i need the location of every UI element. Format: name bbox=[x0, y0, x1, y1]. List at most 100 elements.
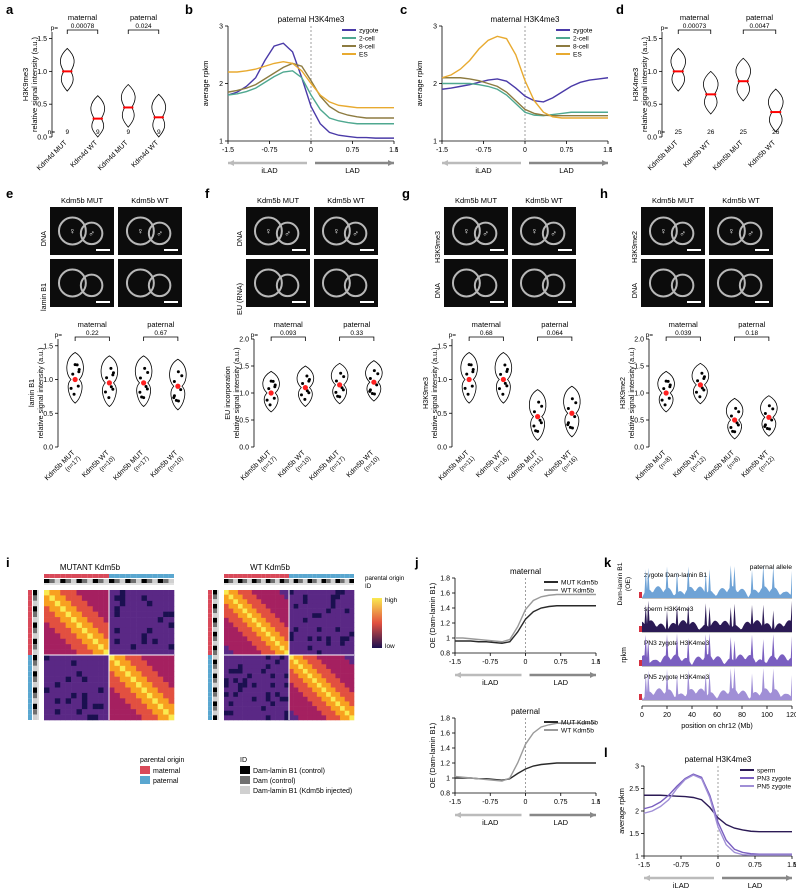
svg-text:H3K9me2: H3K9me2 bbox=[630, 231, 639, 263]
svg-text:paternal: paternal bbox=[130, 13, 157, 22]
panel-l-label: l bbox=[604, 745, 608, 760]
svg-text:0.0: 0.0 bbox=[239, 445, 249, 452]
svg-text:paternal: paternal bbox=[746, 13, 773, 22]
svg-text:0.8: 0.8 bbox=[440, 651, 450, 658]
svg-text:1: 1 bbox=[219, 139, 223, 146]
svg-text:♀: ♀ bbox=[531, 226, 538, 236]
svg-text:p=: p= bbox=[51, 25, 59, 32]
svg-text:♀: ♀ bbox=[265, 226, 272, 236]
svg-text:Mb: Mb bbox=[597, 659, 600, 666]
svg-text:high: high bbox=[385, 597, 398, 604]
panel-i: MUTANT Kdm5bWT Kdm5bparental originIDhig… bbox=[20, 562, 410, 882]
svg-text:iLAD: iLAD bbox=[482, 678, 499, 687]
svg-text:1.8: 1.8 bbox=[440, 576, 450, 583]
panel-e: Kdm5b MUTKdm5b WTDNA♀♂♀♂lamin B10.00.51.… bbox=[24, 195, 199, 545]
svg-text:♀: ♀ bbox=[728, 226, 735, 236]
svg-text:LAD: LAD bbox=[559, 166, 574, 175]
svg-text:H3K9me3: H3K9me3 bbox=[21, 68, 30, 101]
svg-text:2: 2 bbox=[635, 809, 639, 816]
svg-text:3: 3 bbox=[635, 764, 639, 771]
svg-text:-1.5: -1.5 bbox=[449, 659, 461, 666]
svg-text:9: 9 bbox=[96, 129, 100, 136]
svg-text:relative signal intensity (a.u: relative signal intensity (a.u.) bbox=[640, 36, 649, 132]
svg-text:relative signal intensity (a.u: relative signal intensity (a.u.) bbox=[30, 36, 39, 132]
svg-text:Dam-lamin B1 (Kdm5b injected): Dam-lamin B1 (Kdm5b injected) bbox=[253, 788, 352, 795]
panel-j-label: j bbox=[415, 555, 419, 570]
svg-text:-0.75: -0.75 bbox=[482, 799, 498, 806]
svg-text:1: 1 bbox=[433, 139, 437, 146]
svg-text:0.00073: 0.00073 bbox=[683, 23, 707, 30]
svg-text:p=: p= bbox=[646, 332, 654, 339]
svg-text:0.33: 0.33 bbox=[350, 330, 363, 337]
svg-text:DNA: DNA bbox=[235, 231, 244, 246]
svg-text:2: 2 bbox=[433, 81, 437, 88]
svg-text:maternal: maternal bbox=[78, 320, 108, 329]
svg-text:0.75: 0.75 bbox=[560, 147, 574, 154]
svg-text:Mb: Mb bbox=[609, 147, 612, 154]
svg-text:3: 3 bbox=[219, 24, 223, 31]
panel-l: 11.522.53-1.5-0.7500.751.5paternal H3K4m… bbox=[614, 750, 796, 890]
panel-d-label: d bbox=[616, 2, 624, 17]
svg-text:iLAD: iLAD bbox=[482, 818, 499, 827]
svg-text:paternal H3K4me3: paternal H3K4me3 bbox=[278, 15, 345, 24]
svg-text:2.0: 2.0 bbox=[634, 337, 644, 344]
svg-text:Dam (control): Dam (control) bbox=[253, 778, 295, 785]
svg-text:0.75: 0.75 bbox=[554, 659, 568, 666]
svg-text:26: 26 bbox=[772, 129, 780, 136]
svg-text:0.0: 0.0 bbox=[37, 135, 47, 142]
svg-text:♂: ♂ bbox=[88, 228, 95, 238]
svg-text:♂: ♂ bbox=[156, 228, 163, 238]
svg-text:maternal: maternal bbox=[274, 320, 304, 329]
panel-c-label: c bbox=[400, 2, 407, 17]
svg-text:paternal allele: paternal allele bbox=[750, 564, 793, 571]
svg-text:Mb: Mb bbox=[597, 799, 600, 806]
svg-text:average rpkm: average rpkm bbox=[201, 61, 210, 107]
svg-text:rpkm: rpkm bbox=[621, 647, 628, 663]
svg-text:-1.5: -1.5 bbox=[436, 147, 448, 154]
svg-text:paternal: paternal bbox=[147, 320, 174, 329]
svg-text:2: 2 bbox=[219, 81, 223, 88]
svg-text:0: 0 bbox=[523, 147, 527, 154]
svg-text:maternal: maternal bbox=[669, 320, 699, 329]
svg-text:paternal: paternal bbox=[541, 320, 568, 329]
svg-text:25: 25 bbox=[740, 129, 748, 136]
svg-text:1.5: 1.5 bbox=[629, 831, 639, 838]
svg-text:0.8: 0.8 bbox=[440, 791, 450, 798]
svg-text:H3K9me3: H3K9me3 bbox=[421, 377, 430, 409]
svg-text:9: 9 bbox=[126, 129, 130, 136]
panel-h-label: h bbox=[600, 186, 608, 201]
svg-text:ES: ES bbox=[573, 52, 582, 59]
svg-text:Mb: Mb bbox=[395, 147, 398, 154]
svg-text:Kdm4d WT: Kdm4d WT bbox=[69, 139, 99, 169]
svg-text:n=: n= bbox=[48, 129, 56, 136]
svg-text:-1.5: -1.5 bbox=[449, 799, 461, 806]
svg-text:LAD: LAD bbox=[553, 818, 568, 827]
svg-text:lamin B1: lamin B1 bbox=[39, 283, 48, 311]
svg-text:♂: ♂ bbox=[284, 228, 291, 238]
svg-text:26: 26 bbox=[707, 129, 715, 136]
svg-text:n=: n= bbox=[658, 129, 666, 136]
svg-text:paternal: paternal bbox=[343, 320, 370, 329]
svg-text:0.0: 0.0 bbox=[437, 445, 447, 452]
svg-text:H3K9me2: H3K9me2 bbox=[618, 377, 627, 409]
svg-text:60: 60 bbox=[713, 712, 721, 719]
svg-text:parental origin: parental origin bbox=[365, 575, 405, 582]
svg-text:♂: ♂ bbox=[550, 228, 557, 238]
svg-text:Kdm5b MUT: Kdm5b MUT bbox=[647, 139, 680, 172]
svg-text:relative signal intensity (a.u: relative signal intensity (a.u.) bbox=[232, 347, 241, 438]
svg-text:8-cell: 8-cell bbox=[573, 44, 589, 51]
svg-text:1.4: 1.4 bbox=[440, 606, 450, 613]
svg-text:relative signal intensity (a.u: relative signal intensity (a.u.) bbox=[430, 347, 439, 438]
svg-text:9: 9 bbox=[157, 129, 161, 136]
svg-text:Kdm5b WT: Kdm5b WT bbox=[722, 196, 760, 205]
svg-text:maternal: maternal bbox=[680, 13, 710, 22]
svg-text:♂: ♂ bbox=[352, 228, 359, 238]
svg-text:0.18: 0.18 bbox=[745, 330, 758, 337]
svg-text:♂: ♂ bbox=[482, 228, 489, 238]
svg-text:1.2: 1.2 bbox=[440, 761, 450, 768]
svg-text:zygote: zygote bbox=[573, 28, 593, 35]
svg-text:iLAD: iLAD bbox=[261, 166, 278, 175]
svg-text:Kdm5b MUT: Kdm5b MUT bbox=[61, 196, 104, 205]
svg-text:p=: p= bbox=[251, 332, 259, 339]
svg-text:2.0: 2.0 bbox=[239, 337, 249, 344]
